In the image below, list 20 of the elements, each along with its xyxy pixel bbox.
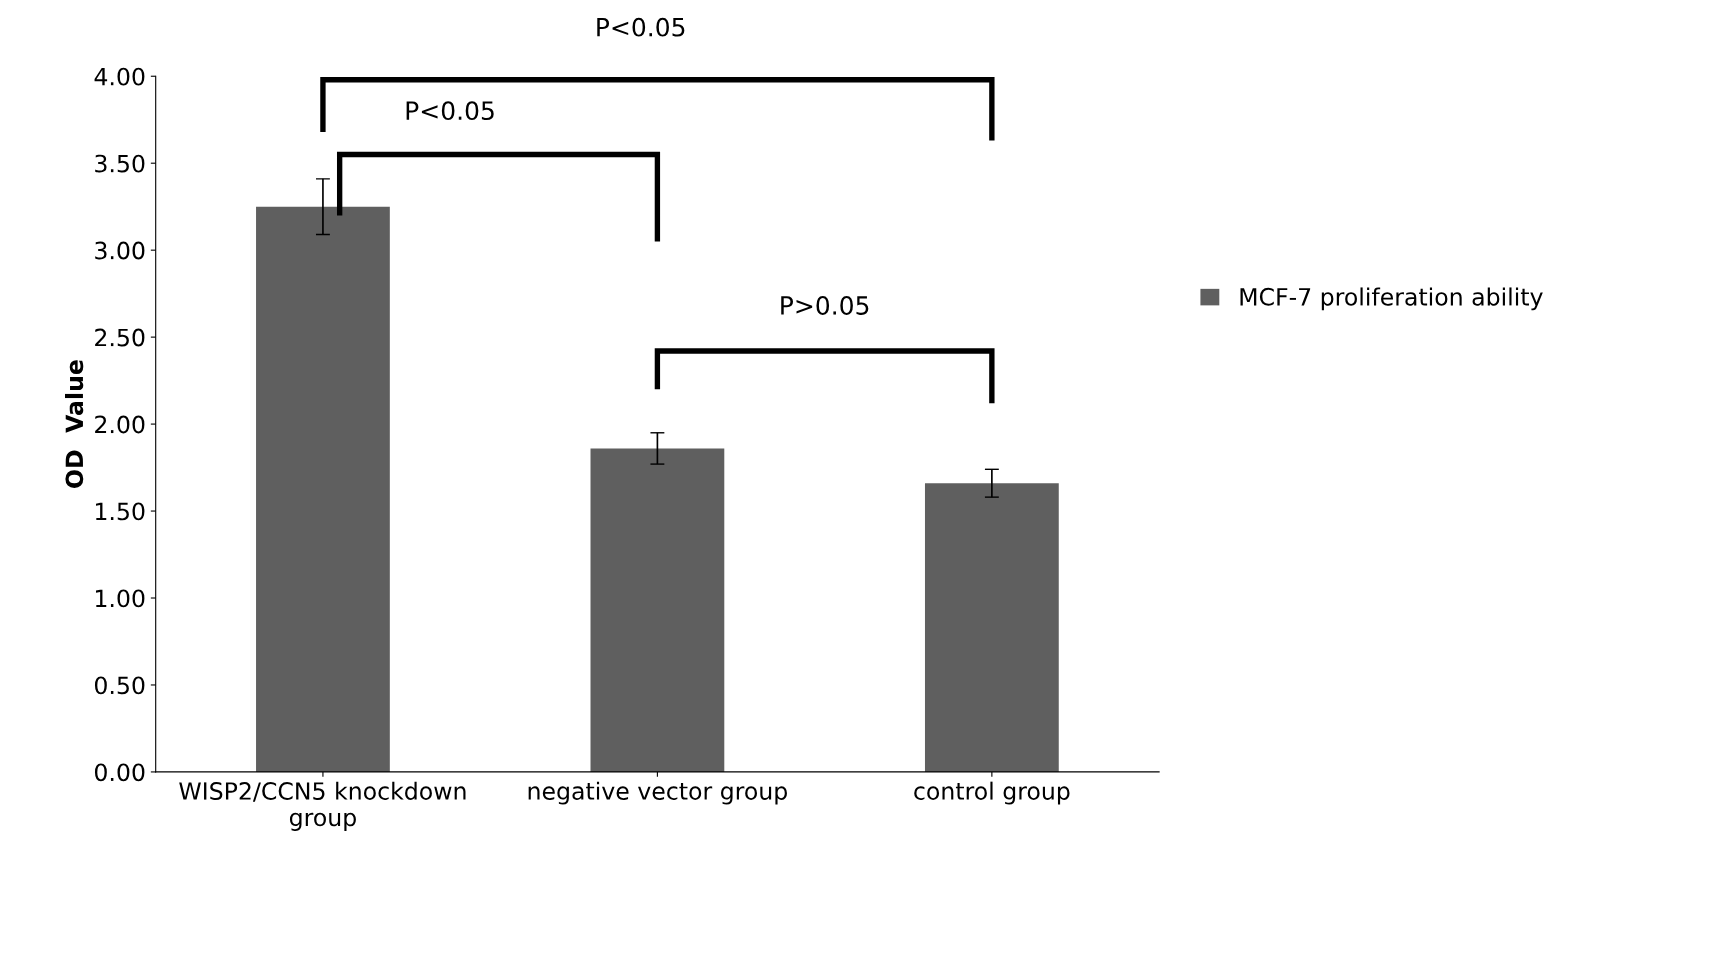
x-tick-label: negative vector group [528, 781, 787, 805]
bar [256, 206, 390, 772]
y-tick-label: 1.50 [96, 502, 145, 521]
legend-label: MCF-7 proliferation ability [1240, 287, 1543, 311]
annotation: P>0.05 [781, 295, 869, 315]
y-tick-label: 0.50 [94, 676, 145, 695]
x-tick-label: WISP2/CCN5 knockdown group [179, 781, 466, 831]
y-axis-title: OD Value [65, 360, 84, 488]
bar [924, 483, 1059, 772]
annotation: P<0.05 [406, 101, 494, 121]
y-tick-label: 3.00 [95, 241, 145, 260]
y-tick-label: 0.00 [94, 763, 145, 782]
y-tick-label: 1.00 [96, 589, 145, 608]
y-tick-label: 3.50 [95, 154, 145, 173]
y-tick-label: 2.00 [95, 415, 145, 434]
x-tick-label: control group [914, 781, 1070, 805]
bar [590, 448, 725, 772]
y-tick-label: 2.50 [95, 328, 145, 347]
y-tick-label: 4.00 [94, 67, 145, 86]
text: P<0.05 [597, 17, 685, 37]
